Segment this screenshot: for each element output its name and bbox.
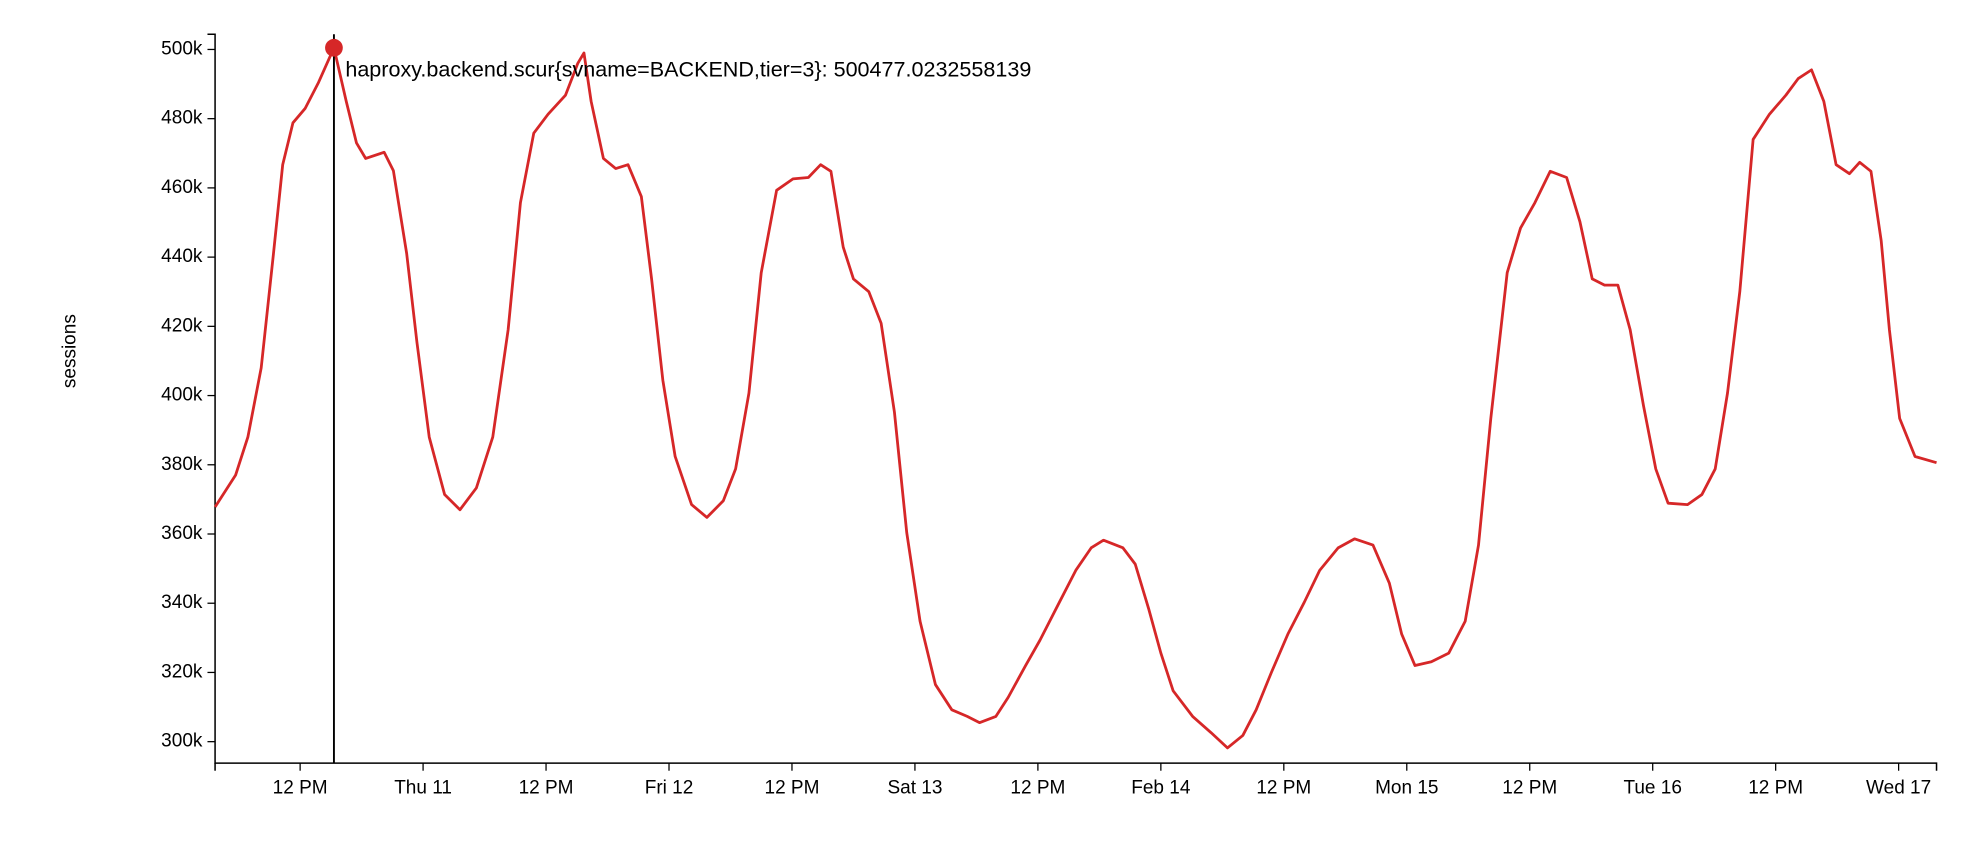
x-tick-label: 12 PM [273,777,328,798]
y-tick-label: 380k [161,454,203,475]
x-tick-label: 12 PM [765,777,820,798]
x-tick-label: Tue 16 [1623,777,1681,798]
x-tick-label: Fri 12 [645,777,694,798]
y-tick-label: 320k [161,661,203,682]
x-tick-label: Sat 13 [887,777,942,798]
y-tick-label: 500k [161,38,203,59]
y-tick-label: 340k [161,592,203,613]
y-tick-label: 440k [161,246,203,267]
y-tick-label: 360k [161,523,203,544]
y-tick-label: 420k [161,315,203,336]
x-tick-label: 12 PM [1256,777,1311,798]
y-tick-label: 480k [161,108,203,129]
x-tick-label: Thu 11 [394,777,452,798]
y-axis-label: sessions [60,314,81,388]
x-tick-label: Feb 14 [1131,777,1191,798]
y-tick-label: 300k [161,731,203,752]
hover-point [325,38,343,57]
axis-lines [207,33,1938,771]
y-tick-label: 400k [161,385,203,406]
x-tick-label: 12 PM [1010,777,1065,798]
y-tick-label: 460k [161,177,203,198]
hover-annotation: haproxy.backend.scur{svname=BACKEND,tier… [345,56,1031,81]
x-tick-label: Wed 17 [1866,777,1931,798]
x-tick-label: 12 PM [1502,777,1557,798]
series-line [213,46,1937,750]
x-tick-label: 12 PM [519,777,574,798]
x-tick-label: Mon 15 [1375,777,1438,798]
x-tick-label: 12 PM [1748,777,1803,798]
